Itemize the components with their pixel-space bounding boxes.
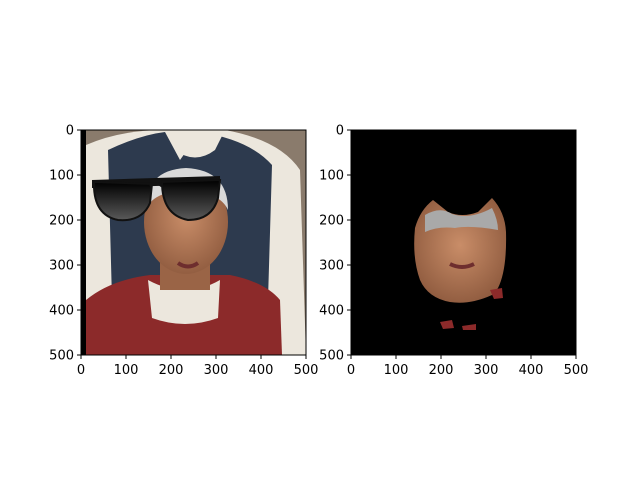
right-ytick-label: 0 bbox=[336, 124, 344, 139]
mask-fragment-2 bbox=[440, 320, 454, 329]
left-ytick-label: 100 bbox=[49, 169, 74, 184]
left-ytick-label: 200 bbox=[49, 214, 74, 229]
right-xtick-label: 400 bbox=[519, 363, 544, 378]
right-axes-frame bbox=[350, 129, 577, 356]
mouth bbox=[176, 261, 200, 269]
mask-fragment-3 bbox=[462, 324, 476, 330]
left-xtick-label: 100 bbox=[114, 363, 139, 378]
left-edge-strip bbox=[81, 130, 86, 355]
left-axes-frame bbox=[80, 129, 307, 356]
right-ytick-label: 500 bbox=[319, 349, 344, 364]
left-xtick-label: 200 bbox=[159, 363, 184, 378]
right-image bbox=[351, 130, 576, 355]
left-ytick-label: 400 bbox=[49, 304, 74, 319]
right-ytick-label: 300 bbox=[319, 259, 344, 274]
left-xtick-label: 300 bbox=[204, 363, 229, 378]
left-xtick-label: 500 bbox=[294, 363, 319, 378]
left-ytick-label: 500 bbox=[49, 349, 74, 364]
right-xtick-label: 100 bbox=[384, 363, 409, 378]
right-ytick-label: 400 bbox=[319, 304, 344, 319]
right-xtick-label: 300 bbox=[474, 363, 499, 378]
mask-fragment-1 bbox=[490, 288, 503, 299]
front-collar bbox=[148, 280, 220, 324]
left-xtick-label: 0 bbox=[77, 363, 85, 378]
masked-hair bbox=[425, 208, 498, 232]
back-person-collar bbox=[165, 130, 225, 158]
left-ytick-label: 0 bbox=[66, 124, 74, 139]
left-image bbox=[81, 130, 306, 355]
right-ytick-label: 100 bbox=[319, 169, 344, 184]
sunglasses bbox=[92, 176, 222, 222]
left-xtick-label: 400 bbox=[249, 363, 274, 378]
right-xtick-label: 200 bbox=[429, 363, 454, 378]
right-xtick-label: 0 bbox=[347, 363, 355, 378]
right-ytick-label: 200 bbox=[319, 214, 344, 229]
right-xtick-label: 500 bbox=[564, 363, 589, 378]
left-ytick-label: 300 bbox=[49, 259, 74, 274]
masked-mouth bbox=[449, 262, 475, 269]
